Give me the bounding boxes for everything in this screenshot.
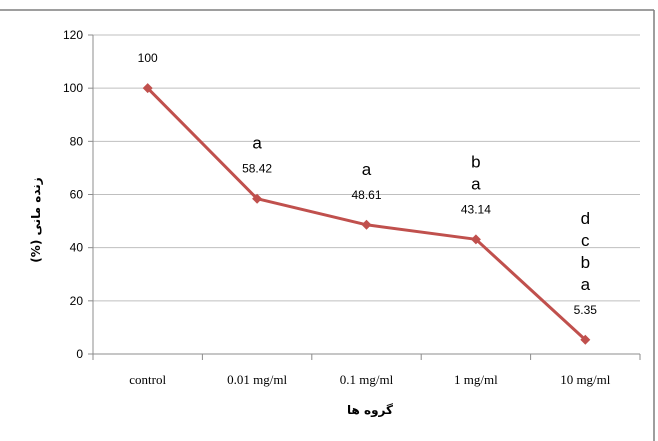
significance-letter: d	[581, 209, 590, 228]
y-tick-label: 80	[70, 134, 84, 148]
data-point-marker	[361, 219, 372, 230]
series-line	[142, 83, 591, 345]
data-label: 100	[138, 51, 158, 65]
data-label: 43.14	[461, 202, 491, 216]
data-point-marker	[470, 234, 481, 245]
x-tick-label: control	[129, 372, 166, 387]
data-label: 58.42	[242, 162, 272, 176]
x-tick-label: 0.1 mg/ml	[340, 372, 394, 387]
chart-frame	[0, 9, 655, 441]
y-tick-label: 40	[70, 241, 84, 255]
series-line-path	[146, 87, 587, 341]
x-tick-label: 0.01 mg/ml	[227, 372, 287, 387]
significance-letter: a	[252, 134, 262, 153]
y-tick-label: 100	[63, 81, 83, 95]
x-tick-label: 1 mg/ml	[454, 372, 498, 387]
significance-letter: a	[581, 275, 591, 294]
data-label: 48.61	[351, 188, 381, 202]
y-tick-label: 60	[70, 188, 84, 202]
significance-letter: a	[362, 160, 372, 179]
data-labels: 100 58.42 48.61 43.14 5.35	[138, 51, 598, 317]
axes	[88, 34, 641, 360]
data-point-marker	[142, 83, 153, 94]
data-point-marker	[580, 334, 591, 345]
significance-letter: a	[471, 174, 481, 193]
significance-letter: c	[581, 231, 590, 250]
y-tick-label: 0	[76, 347, 83, 361]
data-point-marker	[252, 193, 263, 204]
y-tick-label: 120	[63, 28, 83, 42]
y-axis-title: (%) زنده مانی	[29, 177, 43, 262]
data-label: 5.35	[574, 303, 598, 317]
x-tick-labels: control 0.01 mg/ml 0.1 mg/ml 1 mg/ml 10 mg/m…	[129, 372, 610, 387]
x-axis-title: گروه ها	[347, 403, 393, 418]
x-tick-label: 10 mg/ml	[560, 372, 611, 387]
gridlines	[93, 34, 640, 302]
y-tick-label: 20	[70, 294, 84, 308]
significance-letter: b	[471, 152, 480, 171]
y-tick-labels: 0 20 40 60 80 100 120	[63, 28, 83, 361]
significance-letter: b	[581, 253, 590, 272]
